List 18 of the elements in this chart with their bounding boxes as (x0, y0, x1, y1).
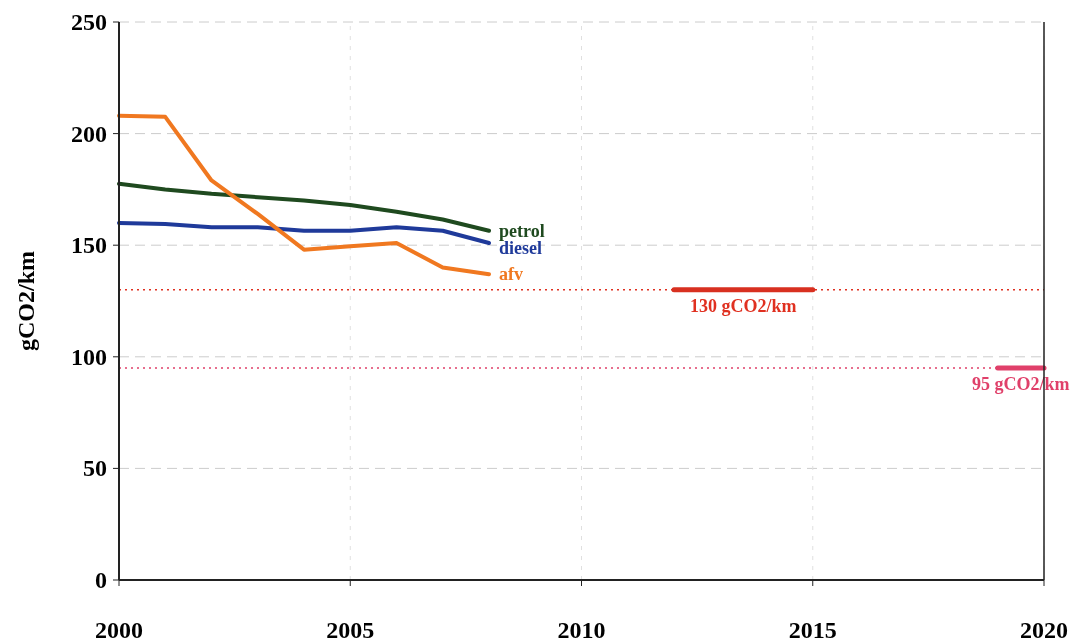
x-tick-label: 2010 (557, 617, 606, 642)
y-tick-label: 250 (71, 9, 107, 35)
y-tick-label: 100 (71, 343, 107, 370)
y-axis-title: gCO2/km (13, 250, 39, 352)
x-tick-label: 2015 (788, 617, 837, 642)
line-series (117, 220, 491, 245)
y-tick-label: 150 (71, 232, 107, 259)
x-tick-label: 2000 (95, 617, 143, 642)
line-series (117, 181, 491, 233)
y-tick-label: 200 (71, 120, 107, 147)
series-label: petrol (499, 220, 545, 241)
y-tick-label: 50 (83, 455, 107, 482)
line-series (117, 113, 491, 277)
ref-line-label: 130 gCO2/km (690, 295, 797, 316)
x-tick-label: 2020 (1020, 617, 1068, 642)
y-tick-label: 0 (95, 567, 107, 593)
x-tick-label: 2005 (326, 617, 375, 642)
series-label: afv (499, 264, 523, 285)
